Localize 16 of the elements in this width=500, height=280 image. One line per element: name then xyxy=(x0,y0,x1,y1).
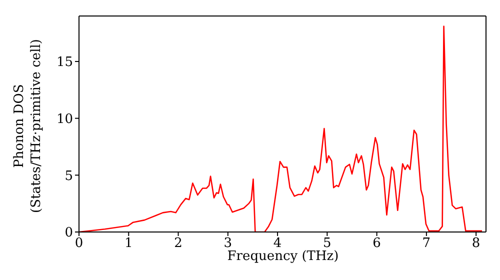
x-axis-title: Frequency (THz) xyxy=(227,249,339,264)
x-tick-label: 8 xyxy=(472,236,480,252)
y-tick-label: 0 xyxy=(64,226,73,241)
y-axis-title: Phonon DOS (States/THz·primitive cell) xyxy=(11,38,45,214)
x-tick-label: 2 xyxy=(174,236,182,252)
line-series xyxy=(79,26,483,232)
x-tick-label: 1 xyxy=(124,236,133,252)
x-tick-label: 7 xyxy=(422,236,431,252)
x-tick-label: 6 xyxy=(372,236,381,252)
y-tick-label: 15 xyxy=(56,55,73,70)
x-tick-label: 0 xyxy=(74,236,84,252)
y-tick-label: 10 xyxy=(56,112,73,127)
x-tick-label: 4 xyxy=(273,236,282,252)
x-tick-label: 3 xyxy=(224,236,232,252)
y-tick-label: 5 xyxy=(64,168,73,184)
x-tick-label: 5 xyxy=(323,236,332,252)
